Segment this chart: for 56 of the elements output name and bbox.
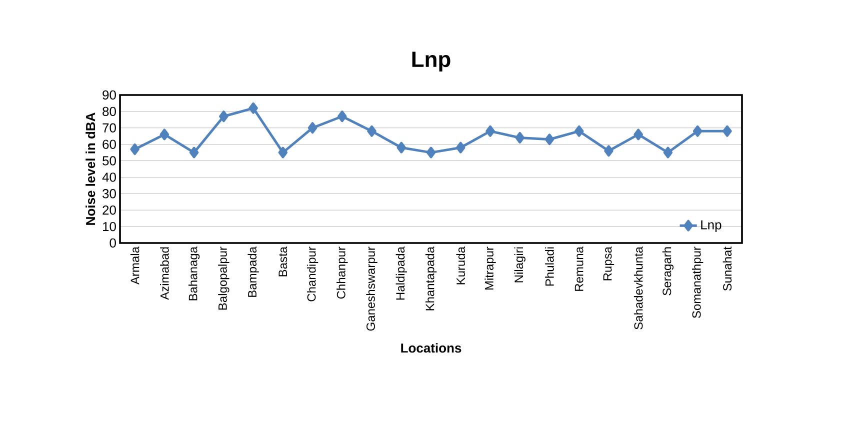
x-tick-label: Khantapada — [425, 246, 437, 310]
point — [396, 142, 406, 154]
x-axis-title: Locations — [401, 343, 462, 353]
x-tick-label: Bampada — [248, 246, 259, 297]
x-tick-label: Bahanaga — [188, 246, 200, 300]
y-tick-label: 80 — [102, 106, 116, 116]
x-tick-label: Chhanpur — [336, 246, 348, 299]
x-tick-label: Phuladi — [545, 247, 554, 286]
point — [367, 125, 376, 137]
point — [189, 146, 199, 158]
point — [722, 125, 732, 137]
y-tick-label: 70 — [102, 123, 116, 132]
point — [248, 102, 258, 114]
x-tick-label: Haldipada — [396, 246, 407, 300]
y-tick-label: 30 — [102, 189, 116, 198]
x-tick-label: Basta — [278, 246, 288, 276]
y-tick-label: 90 — [102, 90, 116, 100]
x-tick-label: Sunahat — [722, 246, 732, 291]
x-tick-label: Rupsa — [603, 246, 614, 280]
y-tick-label: 40 — [102, 172, 116, 182]
x-tick-label: Azimabad — [160, 247, 169, 300]
point — [426, 146, 436, 158]
y-tick-label: 10 — [103, 222, 116, 232]
point — [160, 128, 170, 140]
point — [692, 125, 702, 137]
y-tick-label: 60 — [102, 140, 116, 149]
y-tick-label: 50 — [102, 156, 116, 166]
y-axis-title: Noise level in dBA — [86, 112, 96, 225]
point — [338, 110, 347, 122]
point — [515, 132, 524, 144]
x-tick-label: Sahadevkhunta — [634, 246, 643, 330]
point — [278, 146, 288, 158]
point — [456, 142, 466, 154]
point — [544, 134, 554, 146]
x-tick-label: Nilagiri — [514, 247, 526, 282]
point — [486, 125, 495, 137]
point — [604, 145, 614, 157]
y-tick-label: 20 — [102, 205, 116, 215]
x-tick-label: Seragarh — [662, 247, 674, 296]
point — [634, 128, 643, 140]
x-tick-label: Kuruda — [456, 246, 466, 284]
x-tick-label: Remuna — [574, 246, 584, 291]
point — [663, 146, 673, 158]
point — [130, 144, 140, 156]
legend-label: Lnp — [701, 220, 722, 232]
x-tick-label: Chandipur — [306, 246, 318, 302]
y-tick-label: 0 — [110, 238, 116, 248]
x-tick-label: Mitrapur — [484, 246, 496, 290]
point — [308, 122, 318, 134]
chart-title: Lnp — [412, 52, 450, 72]
x-tick-label: Armala — [130, 246, 140, 285]
point — [574, 125, 584, 137]
x-tick-label: Balgopalpur — [218, 246, 230, 310]
x-tick-label: Ganeshswarpur — [366, 246, 378, 331]
point — [219, 110, 228, 122]
x-tick-label: Somanathpur — [692, 246, 704, 318]
